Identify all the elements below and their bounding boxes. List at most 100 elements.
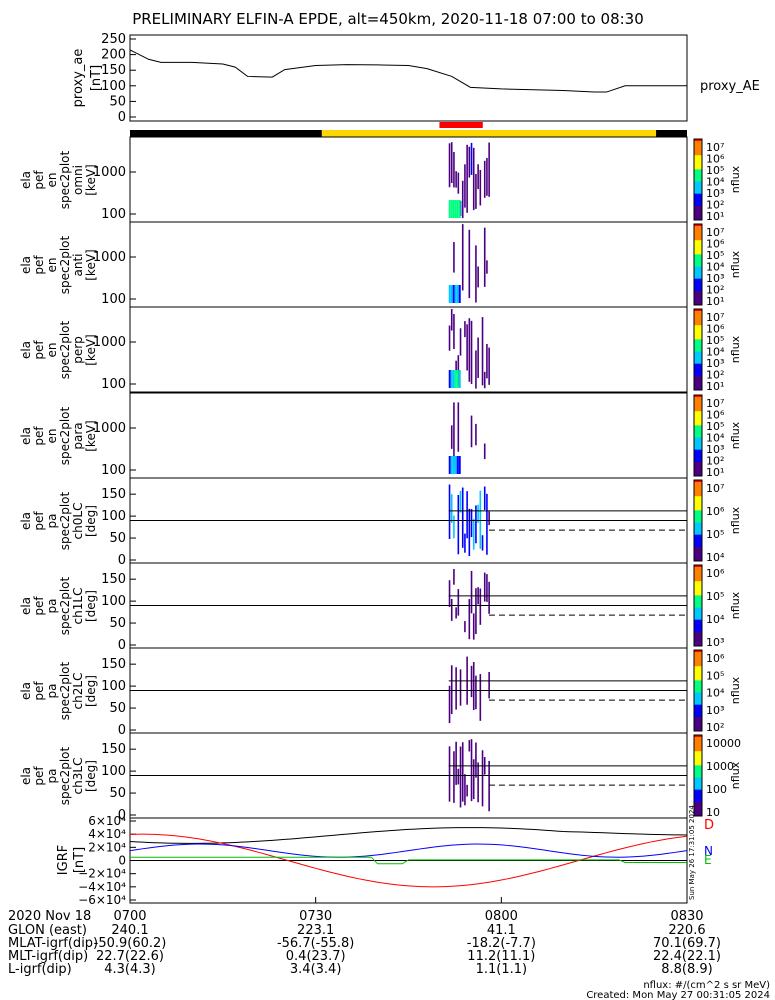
energy-colorbar-cell bbox=[694, 286, 702, 290]
pitch-colorbar-cell bbox=[694, 514, 702, 517]
time-tick-label: 0800 bbox=[485, 909, 518, 924]
igrf-ytick-label: −6×10⁴ bbox=[78, 893, 126, 907]
energy-flux-stripe bbox=[488, 347, 490, 385]
pitch-colorbar-cell bbox=[694, 680, 702, 683]
pitch-colorbar-cell bbox=[694, 704, 702, 708]
energy-colorbar-cell bbox=[694, 276, 702, 280]
pitch-colorbar-cell bbox=[694, 696, 702, 700]
energy-ytick-label: 100 bbox=[101, 207, 126, 222]
pitch-flux-stripe bbox=[468, 508, 471, 557]
energy-low-energy-flux bbox=[454, 200, 457, 218]
pitch-colorbar-cell bbox=[694, 528, 702, 532]
pitch-colorbar-cell bbox=[694, 662, 702, 665]
igrf-ytick-label: 6×10⁴ bbox=[88, 814, 126, 828]
energy-low-energy-flux bbox=[450, 370, 453, 388]
pitch-colorbar-cell bbox=[694, 722, 702, 726]
pitch-flux-stripe bbox=[488, 672, 490, 699]
energy-colorbar-cell bbox=[694, 296, 702, 300]
pitch-colorbar-cell bbox=[694, 694, 702, 698]
energy-colorbar-cell bbox=[694, 197, 702, 201]
pitch-colorbar-cell bbox=[694, 767, 702, 770]
energy-colorbar-cell bbox=[694, 284, 702, 288]
pitch-ylabel-line: pa bbox=[45, 514, 59, 529]
pitch-ytick-label: 100 bbox=[101, 594, 126, 609]
pitch-colorbar-cell bbox=[694, 789, 702, 793]
energy-colorbar-cell bbox=[694, 459, 702, 463]
energy-colorbar-cell bbox=[694, 173, 702, 176]
energy-low-energy-flux bbox=[458, 200, 461, 218]
energy-flux-stripe bbox=[483, 371, 486, 389]
energy-colorbar-tick: 10⁴ bbox=[706, 261, 725, 274]
ae-panel-frame bbox=[129, 34, 688, 122]
pitch-colorbar-frame bbox=[693, 734, 703, 817]
energy-flux-stripe bbox=[448, 143, 451, 188]
pitch-colorbar-cell bbox=[694, 587, 702, 590]
pitch-colorbar-cell bbox=[694, 629, 702, 633]
pitch-flux-stripe bbox=[488, 581, 490, 614]
pitch-ylabel-line: ch1LC bbox=[71, 588, 85, 625]
energy-panel-frame bbox=[129, 136, 688, 223]
pitch-colorbar-cell bbox=[694, 643, 702, 647]
pitch-colorbar-cell bbox=[694, 751, 702, 754]
energy-colorbar-cell bbox=[694, 359, 702, 363]
pitch-flux-stripe bbox=[448, 484, 451, 539]
time-tick-label: 0830 bbox=[670, 909, 703, 924]
energy-colorbar-cell bbox=[694, 185, 702, 189]
igrf-ylabel-units: [nT] bbox=[72, 847, 87, 873]
energy-colorbar-cell bbox=[694, 341, 702, 344]
pitch-colorbar-cell bbox=[694, 498, 702, 501]
pitch-ylabel-line: spec2plot bbox=[58, 746, 72, 805]
pitch-ytick-label: 50 bbox=[109, 616, 126, 631]
energy-colorbar-cell bbox=[694, 179, 702, 183]
pitch-colorbar-tick: 10⁵ bbox=[706, 669, 724, 682]
energy-colorbar-cell bbox=[694, 282, 702, 286]
energy-colorbar-cell bbox=[694, 151, 702, 154]
pitch-flux-stripe bbox=[475, 505, 477, 544]
pitch-ylabel-line: [deg] bbox=[84, 675, 98, 707]
energy-flux-stripe bbox=[470, 320, 473, 384]
energy-colorbar-tick: 10² bbox=[706, 284, 724, 297]
pitch-colorbar-cell bbox=[694, 500, 702, 503]
footer-created: Created: Mon May 27 00:31:05 2024 bbox=[586, 990, 770, 1000]
energy-flux-stripe bbox=[477, 337, 479, 378]
pitch-colorbar-tick: 10⁴ bbox=[706, 687, 725, 700]
energy-low-energy-flux bbox=[448, 285, 451, 303]
energy-colorbar-cell bbox=[694, 413, 702, 416]
energy-ylabel-line: spec2plot bbox=[58, 235, 72, 294]
pitch-flux-stripe bbox=[450, 598, 453, 621]
pitch-colorbar-cell bbox=[694, 585, 702, 588]
igrf-legend-d: D bbox=[704, 818, 714, 833]
energy-ylabel-line: [keV] bbox=[84, 420, 98, 451]
pitch-ylabel-line: ch3LC bbox=[71, 758, 85, 795]
pitch-colorbar-cell bbox=[694, 755, 702, 758]
energy-colorbar-cell bbox=[694, 329, 702, 332]
energy-colorbar-cell bbox=[694, 165, 702, 168]
pitch-colorbar-cell bbox=[694, 524, 702, 528]
energy-colorbar-cell bbox=[694, 278, 702, 282]
energy-colorbar-cell bbox=[694, 323, 702, 326]
energy-colorbar-cell bbox=[694, 333, 702, 336]
pitch-colorbar-cell bbox=[694, 605, 702, 609]
pitch-colorbar-cell bbox=[694, 573, 702, 576]
energy-colorbar-cell bbox=[694, 294, 702, 298]
energy-colorbar-cell bbox=[694, 203, 702, 207]
pitch-colorbar-cell bbox=[694, 579, 702, 582]
energy-colorbar-frame bbox=[693, 308, 703, 391]
pitch-flux-stripe bbox=[453, 569, 455, 585]
time-axis-row-value: 0.4(23.7) bbox=[286, 949, 346, 964]
pitch-flux-stripe bbox=[459, 669, 462, 706]
pitch-colorbar-cell bbox=[694, 718, 702, 722]
energy-colorbar-tick: 10² bbox=[706, 199, 724, 212]
energy-ytick-label: 1000 bbox=[93, 250, 126, 265]
energy-flux-stripe bbox=[448, 325, 451, 351]
pitch-colorbar-tick: 10000 bbox=[706, 737, 741, 750]
pitch-colorbar-cell bbox=[694, 690, 702, 694]
pitch-colorbar-cell bbox=[694, 637, 702, 641]
pitch-colorbar-cell bbox=[694, 556, 702, 560]
pitch-colorbar-cell bbox=[694, 522, 702, 526]
energy-colorbar-cell bbox=[694, 327, 702, 330]
chart-title: PRELIMINARY ELFIN-A EPDE, alt=450km, 202… bbox=[132, 10, 644, 28]
pitch-colorbar-label: nflux bbox=[729, 506, 742, 534]
energy-colorbar-cell bbox=[694, 467, 702, 471]
time-axis-row-value: -50.9(60.2) bbox=[94, 936, 167, 951]
